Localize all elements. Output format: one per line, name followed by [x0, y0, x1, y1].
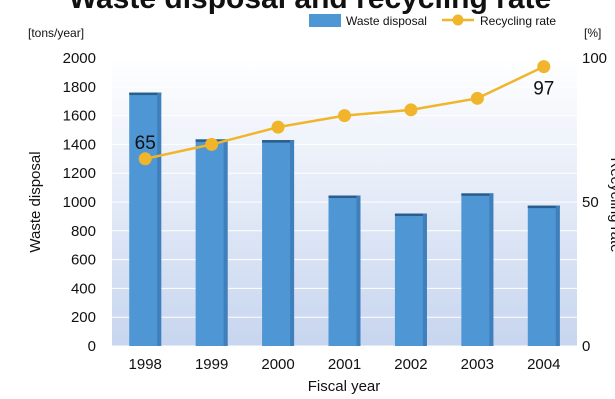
- x-tick-label: 1998: [129, 356, 162, 373]
- point-recycling-rate-2002: [404, 103, 418, 117]
- bar-side-shade: [356, 195, 361, 346]
- bars-group: [129, 92, 560, 346]
- bar-waste-disposal-2000: [262, 140, 295, 346]
- bar-waste-disposal-2001: [328, 195, 361, 346]
- bar-side-shade: [422, 213, 427, 346]
- chart-title: Waste disposal and recycling rate: [69, 0, 551, 15]
- y-left-tick-label: 2000: [63, 50, 96, 67]
- y-left-tick-label: 600: [71, 252, 96, 269]
- y-left-tick-label: 800: [71, 223, 96, 240]
- bar-side-shade: [157, 92, 162, 346]
- x-tick-label: 2004: [527, 356, 560, 373]
- legend: Waste disposal Recycling rate: [309, 14, 556, 28]
- point-recycling-rate-1999: [205, 137, 219, 151]
- bar-top-edge: [461, 193, 494, 196]
- bar-side-shade: [489, 193, 494, 346]
- point-recycling-rate-2000: [271, 120, 285, 134]
- y-left-tick-label: 200: [71, 309, 96, 326]
- data-label-recycling-rate: 65: [135, 133, 156, 154]
- legend-swatch-waste-disposal: [309, 14, 341, 27]
- x-axis-title: Fiscal year: [308, 378, 381, 395]
- x-tick-labels: 1998 1999 2000 2001 2002 2003 2004: [129, 356, 561, 373]
- bar-waste-disposal-1998: [129, 92, 162, 346]
- point-recycling-rate-2001: [338, 109, 351, 123]
- x-tick-label: 2000: [261, 356, 294, 373]
- y-left-tick-label: 1200: [63, 165, 96, 182]
- y-left-axis-title: Waste disposal: [27, 151, 44, 252]
- x-tick-label: 2003: [461, 356, 494, 373]
- x-tick-label: 2002: [394, 356, 427, 373]
- bar-side-shade: [555, 205, 560, 346]
- bar-side-shade: [290, 140, 295, 346]
- y-left-tick-label: 1400: [63, 136, 96, 153]
- y-right-axis-title: Recycling rate: [607, 157, 615, 252]
- bar-top-edge: [328, 195, 361, 199]
- y-right-tick-labels: 0 50 100: [582, 50, 607, 355]
- bar-waste-disposal-2004: [527, 205, 560, 346]
- y-right-tick-label: 100: [582, 50, 607, 67]
- bar-top-edge: [394, 213, 427, 217]
- y-right-tick-label: 50: [582, 194, 599, 211]
- bar-top-edge: [527, 205, 560, 209]
- bar-waste-disposal-2002: [394, 213, 427, 346]
- point-recycling-rate-1998: [138, 152, 152, 166]
- legend-label-recycling-rate: Recycling rate: [480, 14, 556, 28]
- point-recycling-rate-2003: [470, 91, 484, 105]
- line-group: [138, 60, 551, 166]
- y-left-tick-label: 1800: [63, 79, 96, 96]
- bar-side-shade: [223, 139, 228, 346]
- point-recycling-rate-2004: [537, 60, 551, 74]
- legend-label-waste-disposal: Waste disposal: [346, 14, 427, 28]
- data-label-recycling-rate: 97: [533, 79, 554, 100]
- y-right-tick-label: 0: [582, 338, 590, 355]
- x-tick-label: 1999: [195, 356, 228, 373]
- y-left-unit: [tons/year]: [28, 26, 84, 40]
- bar-waste-disposal-2003: [461, 193, 494, 346]
- y-left-tick-label: 0: [88, 338, 96, 355]
- legend-marker-recycling-rate: [452, 14, 464, 26]
- y-left-tick-label: 400: [71, 280, 96, 297]
- y-left-tick-label: 1000: [63, 194, 96, 211]
- bar-top-edge: [129, 92, 162, 96]
- y-left-tick-label: 1600: [63, 108, 96, 125]
- bar-top-edge: [262, 140, 295, 143]
- bar-waste-disposal-1999: [195, 139, 228, 346]
- y-right-unit: [%]: [584, 26, 601, 40]
- y-left-tick-labels: 0 200 400 600 800 1000 1200 1400 1600 1800 2000: [63, 50, 96, 355]
- data-labels: 65 97: [135, 79, 555, 154]
- x-tick-label: 2001: [328, 356, 361, 373]
